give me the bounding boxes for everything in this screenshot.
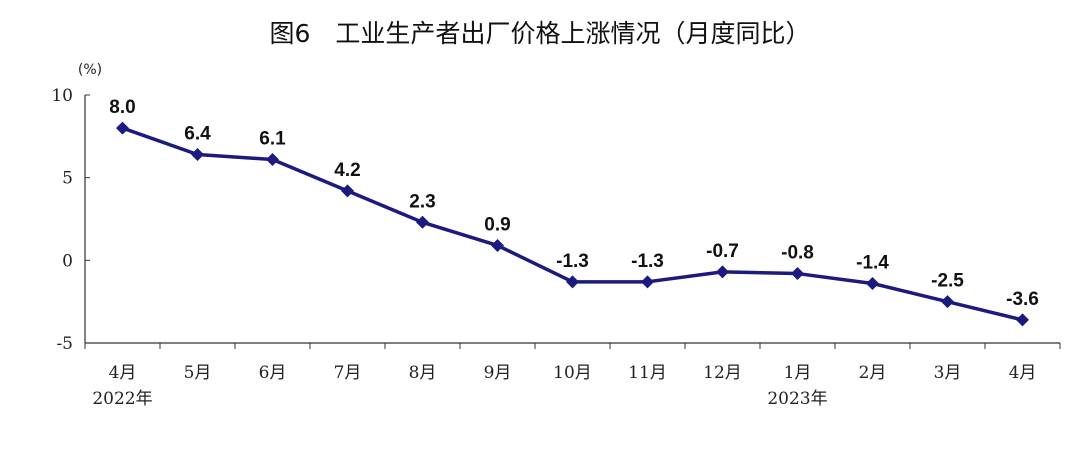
data-label: 8.0 [109,97,135,118]
data-label: -1.3 [556,251,589,272]
data-point-marker [941,295,954,309]
x-year-label: 2022年 [92,389,152,409]
data-point-marker [341,184,354,198]
data-label: -0.8 [781,243,814,264]
data-point-marker [566,275,579,289]
x-tick-label: 4月 [109,363,137,383]
y-tick-label: 0 [62,251,73,271]
series-line [120,126,1025,322]
x-tick-label: 6月 [259,363,287,383]
x-tick-label: 2月 [859,363,887,383]
data-point-marker [116,121,129,135]
data-label: -3.6 [1006,289,1039,310]
data-label: 2.3 [409,191,435,212]
data-label: 6.1 [259,128,286,149]
data-point-marker [266,152,279,166]
data-label: 0.9 [484,214,510,235]
data-point-marker [491,238,504,252]
data-point-marker [866,276,879,290]
data-point-marker [1016,313,1029,327]
y-unit-label: (%) [78,62,102,78]
x-tick-label: 8月 [409,363,437,383]
data-label: -0.7 [706,241,739,262]
data-labels: 8.0 6.4 6.1 4.2 2.3 0.9 -1.3 -1.3 -0.7 -0.8 -1.4 -2… [109,97,1039,310]
data-point-marker [416,215,429,229]
x-tick-label: 11月 [628,363,667,383]
y-tick-label: 10 [51,86,73,106]
data-point-marker [716,265,729,279]
data-label: 6.4 [184,124,211,145]
x-year-label: 2023年 [767,389,827,409]
data-label: -1.4 [856,252,889,273]
data-label: 4.2 [334,160,360,181]
data-label: -1.3 [631,251,664,272]
x-tick-label: 7月 [334,363,362,383]
data-point-marker [191,148,204,162]
x-tick-label: 10月 [553,363,592,383]
y-tick-label: -5 [56,334,73,354]
data-point-marker [791,267,804,281]
x-tick-label: 3月 [934,363,962,383]
x-tick-label: 5月 [184,363,212,383]
x-tick-label: 9月 [484,363,512,383]
x-tick-label: 4月 [1009,363,1037,383]
y-axis-ticks: 10 5 0 -5 [51,86,90,354]
y-tick-label: 5 [62,169,73,189]
x-axis-ticks: 4月 5月 6月 7月 8月 9月 10月 11月 12月 1月 2月 3月 4月 2022年 2023年 [84,343,1061,409]
chart-title: 图6 工业生产者出厂价格上涨情况（月度同比） [270,19,811,48]
series-line-group [116,121,1029,327]
x-tick-label: 1月 [784,363,812,383]
data-label: -2.5 [931,271,964,292]
axes [84,95,1060,344]
x-tick-label: 12月 [703,363,742,383]
data-point-marker [641,275,654,289]
